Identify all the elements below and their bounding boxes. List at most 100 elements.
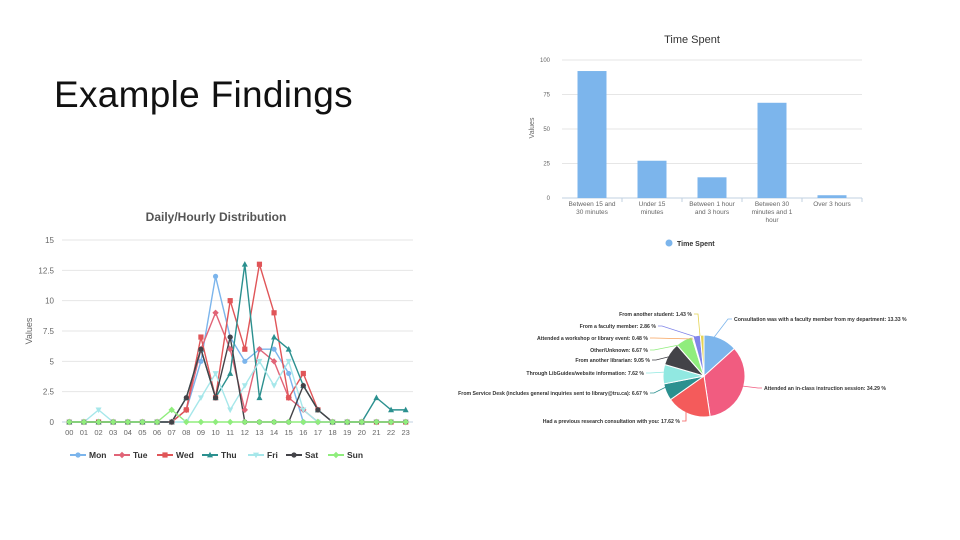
pie-slice[interactable] [703,347,746,418]
data-point-wed[interactable] [286,395,292,401]
data-point-fri[interactable] [300,407,307,414]
data-point-wed[interactable] [227,298,233,304]
data-point-sun[interactable] [343,418,351,426]
data-point-thu[interactable] [402,406,409,413]
data-point-sun[interactable] [212,418,219,426]
data-point-tue[interactable] [226,346,234,353]
data-point-sun[interactable] [66,418,73,426]
data-point-wed[interactable] [271,310,277,316]
series-line-mon[interactable] [69,276,406,423]
data-point-wed[interactable] [256,261,263,267]
pie-slice[interactable] [669,375,711,418]
data-point-tue[interactable] [270,358,278,365]
data-point-sun[interactable] [109,418,117,426]
data-point-sun[interactable] [300,418,307,426]
data-point-sun[interactable] [329,418,336,426]
series-line-sun[interactable] [69,408,406,423]
line-x-tick-label: 03 [109,428,117,437]
legend-marker-fri[interactable] [253,452,259,459]
bar-x-tick-label: Between 1 hour and 3 hours [689,201,735,216]
data-point-thu[interactable] [227,370,234,376]
data-point-mon[interactable] [242,358,248,364]
pie-slice-label: From another student: 1.43 % [619,312,692,318]
data-point-mon[interactable] [286,370,292,377]
data-point-fri[interactable] [227,407,234,414]
data-point-sun[interactable] [387,418,395,426]
data-point-sun[interactable] [226,418,234,426]
data-point-sat[interactable] [227,334,233,340]
pie-connector [711,318,732,341]
line-x-tick-label: 04 [124,428,132,437]
data-point-sun[interactable] [139,418,146,426]
data-point-sat[interactable] [183,395,189,401]
data-point-thu[interactable] [388,406,395,413]
data-point-tue[interactable] [212,309,219,316]
data-point-wed[interactable] [242,346,248,352]
data-point-fri[interactable] [212,371,219,377]
pie-slice-label: Consultation was with a faculty member f… [734,317,907,323]
data-point-sun[interactable] [314,418,322,426]
data-point-thu[interactable] [241,261,248,267]
data-point-thu[interactable] [285,346,292,352]
data-point-wed[interactable] [183,407,189,413]
data-point-fri[interactable] [271,383,278,389]
data-point-mon[interactable] [212,273,219,279]
data-point-thu[interactable] [271,333,278,340]
legend-label-sun[interactable]: Sun [347,450,363,460]
data-point-sun[interactable] [285,418,292,426]
data-point-sun[interactable] [183,418,190,426]
data-point-fri[interactable] [95,407,102,414]
legend-label-thu[interactable]: Thu [221,450,237,460]
data-point-sun[interactable] [256,418,263,426]
data-point-fri[interactable] [285,358,292,365]
data-point-sun[interactable] [358,418,366,426]
legend-marker-thu[interactable] [207,451,213,458]
legend-label-tue[interactable]: Tue [133,450,148,460]
data-point-sat[interactable] [198,346,204,352]
legend-label-sat[interactable]: Sat [305,450,318,460]
data-point-fri[interactable] [197,395,204,401]
line-y-tick-label: 0 [50,418,55,427]
legend-marker-wed[interactable] [162,452,168,458]
data-point-sun[interactable] [95,418,102,426]
data-point-sat[interactable] [300,383,306,389]
line-x-tick-label: 19 [343,428,351,437]
data-point-tue[interactable] [256,346,263,353]
data-point-sat[interactable] [169,419,175,425]
data-point-fri[interactable] [256,358,263,365]
bar[interactable] [577,71,607,198]
bar[interactable] [817,195,847,198]
data-point-sun[interactable] [241,418,249,426]
data-point-mon[interactable] [198,358,204,364]
bar-legend-label[interactable]: Time Spent [677,241,715,248]
legend-marker-sun[interactable] [332,451,340,459]
bar[interactable] [637,160,667,198]
line-y-tick-label: 7.5 [43,327,55,336]
bar[interactable] [757,102,787,198]
data-point-mon[interactable] [271,346,277,352]
series-line-tue[interactable] [69,310,406,423]
data-point-sat[interactable] [315,407,321,413]
line-y-tick-label: 10 [45,297,54,306]
data-point-fri[interactable] [241,383,248,389]
legend-label-fri[interactable]: Fri [267,450,278,460]
data-point-wed[interactable] [198,334,204,340]
data-point-sun[interactable] [124,418,132,426]
data-point-sun[interactable] [373,418,380,426]
data-point-sun[interactable] [270,418,278,426]
legend-marker-tue[interactable] [118,451,126,459]
legend-label-wed[interactable]: Wed [176,450,194,460]
line-x-tick-label: 07 [168,428,176,437]
legend-marker-mon[interactable] [75,452,81,458]
data-point-thu[interactable] [256,394,263,401]
legend-label-mon[interactable]: Mon [89,450,106,460]
data-point-thu[interactable] [373,394,380,401]
data-point-sat[interactable] [212,395,219,401]
data-point-sun[interactable] [197,418,205,426]
bar[interactable] [697,177,727,198]
data-point-sun[interactable] [153,418,161,426]
data-point-wed[interactable] [300,370,306,377]
data-point-sun[interactable] [402,418,409,426]
legend-marker-sat[interactable] [291,452,297,458]
data-point-sun[interactable] [80,418,88,426]
